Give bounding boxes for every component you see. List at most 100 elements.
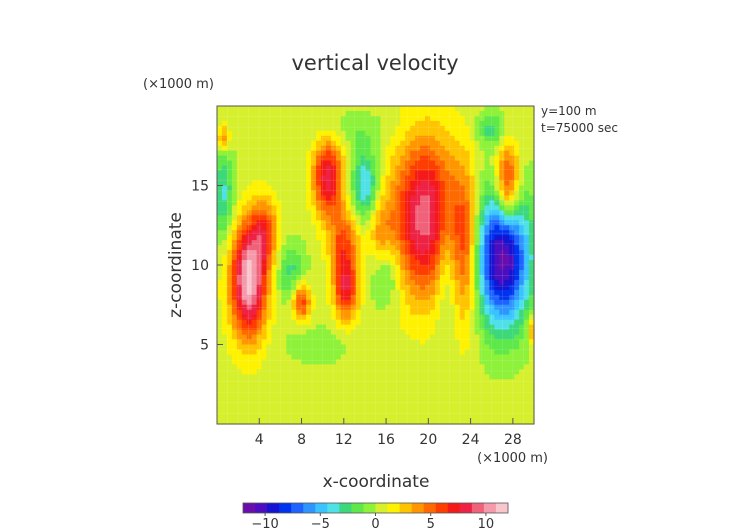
heatmap-cell — [464, 314, 471, 321]
heatmap-cell — [390, 140, 396, 147]
heatmap-cell — [425, 359, 431, 365]
heatmap-cell — [296, 304, 302, 311]
heatmap-cell — [444, 269, 451, 276]
heatmap-cell — [355, 255, 362, 261]
heatmap-cell — [296, 180, 302, 187]
heatmap-cell — [360, 115, 367, 122]
heatmap-cell — [514, 110, 520, 117]
heatmap-cell — [400, 339, 406, 346]
heatmap-cell — [405, 155, 411, 162]
heatmap-cell — [217, 404, 223, 410]
heatmap-cell — [321, 364, 327, 370]
heatmap-cell — [405, 265, 411, 271]
heatmap-cell — [221, 294, 228, 301]
heatmap-cell — [246, 379, 253, 385]
heatmap-cell — [316, 274, 322, 281]
heatmap-cell — [365, 284, 372, 291]
heatmap-cell — [410, 274, 416, 281]
heatmap-cell — [454, 190, 461, 197]
heatmap-cell — [380, 359, 386, 365]
heatmap-cell — [514, 210, 520, 216]
heatmap-cell — [246, 185, 253, 192]
heatmap-cell — [370, 274, 377, 281]
heatmap-cell — [380, 389, 386, 395]
heatmap-cell — [355, 419, 362, 425]
heatmap-cell — [311, 309, 317, 316]
heatmap-cell — [266, 384, 273, 390]
heatmap-cell — [400, 250, 406, 256]
heatmap-cell — [350, 180, 357, 187]
heatmap-cell — [330, 389, 337, 395]
heatmap-cell — [340, 200, 347, 206]
heatmap-cell — [524, 299, 530, 306]
heatmap-cell — [217, 319, 223, 326]
heatmap-cell — [400, 165, 406, 172]
heatmap-cell — [484, 185, 491, 192]
heatmap-cell — [316, 255, 322, 261]
heatmap-cell — [429, 314, 436, 321]
heatmap-cell — [454, 284, 461, 291]
heatmap-cell — [449, 155, 456, 162]
heatmap-cell — [325, 220, 332, 226]
heatmap-cell — [504, 359, 510, 365]
heatmap-cell — [261, 165, 268, 172]
heatmap-cell — [479, 106, 486, 112]
heatmap-cell — [469, 394, 476, 400]
heatmap-cell — [301, 240, 307, 246]
colorbar-ticks: −10 −5 0 5 10 — [251, 513, 494, 532]
heatmap-cell — [226, 329, 233, 336]
heatmap-cell — [345, 349, 352, 356]
heatmap-cell — [509, 359, 515, 365]
heatmap-cell — [504, 150, 510, 157]
heatmap-cell — [226, 349, 233, 356]
heatmap-cell — [266, 125, 273, 132]
heatmap-cell — [246, 349, 253, 356]
heatmap-cell — [271, 354, 278, 361]
heatmap-cell — [449, 250, 456, 256]
heatmap-cell — [221, 115, 228, 122]
heatmap-cell — [499, 314, 505, 321]
heatmap-cell — [226, 389, 233, 395]
heatmap-cell — [321, 379, 327, 385]
heatmap-cell — [439, 334, 446, 341]
heatmap-cell — [459, 369, 466, 375]
heatmap-cell — [494, 369, 500, 375]
heatmap-cell — [221, 215, 228, 221]
heatmap-cell — [390, 389, 396, 395]
heatmap-cell — [231, 404, 238, 410]
heatmap-cell — [256, 200, 263, 206]
heatmap-cell — [444, 140, 451, 147]
heatmap-cell — [415, 225, 421, 231]
heatmap-cell — [504, 155, 510, 162]
heatmap-cell — [380, 185, 386, 192]
heatmap-cell — [350, 260, 357, 266]
heatmap-cell — [499, 155, 505, 162]
heatmap-cell — [474, 414, 481, 420]
heatmap-cell — [321, 324, 327, 331]
heatmap-cell — [365, 349, 372, 356]
heatmap-cell — [479, 215, 486, 221]
heatmap-cell — [241, 379, 248, 385]
heatmap-cell — [370, 314, 377, 321]
heatmap-cell — [474, 145, 481, 152]
heatmap-cell — [311, 379, 317, 385]
heatmap-cell — [281, 175, 287, 182]
heatmap-cell — [261, 404, 268, 410]
heatmap-cell — [345, 185, 352, 192]
heatmap-cell — [420, 190, 426, 197]
heatmap-cell — [385, 115, 391, 122]
heatmap-cell — [425, 175, 431, 182]
heatmap-cell — [494, 120, 500, 127]
heatmap-cell — [355, 180, 362, 187]
heatmap-cell — [291, 170, 297, 177]
heatmap-cell — [415, 135, 421, 142]
heatmap-cell — [429, 145, 436, 152]
heatmap-cell — [311, 349, 317, 356]
heatmap-cell — [350, 235, 357, 241]
heatmap-cell — [375, 279, 382, 286]
heatmap-cell — [484, 230, 491, 236]
heatmap-cell — [464, 324, 471, 331]
heatmap-cell — [494, 299, 500, 306]
heatmap-cell — [345, 190, 352, 197]
heatmap-cell — [444, 399, 451, 405]
